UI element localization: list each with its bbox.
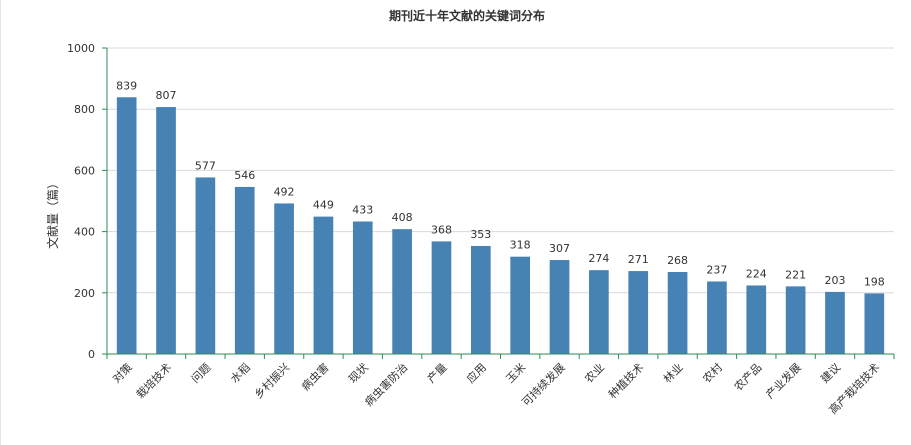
x-category-label: 可持续发展 [519,360,568,409]
y-tick-label: 0 [88,348,95,361]
bar-value-label: 271 [628,253,649,266]
bar-value-label: 318 [510,239,531,252]
x-category-label: 病虫害 [298,360,331,393]
bar[interactable] [864,293,885,354]
y-tick-label: 200 [74,287,95,300]
y-tick-label: 800 [74,103,95,116]
bar[interactable] [234,186,255,354]
bar-value-label: 224 [746,267,767,280]
x-category-label: 病虫害防治 [361,360,410,409]
x-category-label: 玉米 [504,361,529,386]
data-labels: 839 807 577 546 492 449 433 408 368 353 318 307 274 2… [116,79,885,288]
x-category-label: 现状 [345,360,370,385]
x-category-label: 水稻 [228,361,253,386]
bar[interactable] [470,245,491,354]
bar-value-label: 368 [431,223,452,236]
bar[interactable] [549,260,570,354]
bar[interactable] [707,281,727,354]
x-category-label: 产量 [424,360,449,385]
bar-value-label: 268 [667,254,688,267]
x-category-label: 栽培技术 [133,360,174,401]
bar-value-label: 274 [588,252,609,265]
bar-value-label: 307 [549,242,570,255]
bar-value-label: 449 [313,199,334,212]
bar[interactable] [667,271,688,354]
bar-value-label: 408 [392,211,413,224]
bar-value-label: 198 [864,275,885,288]
bar-value-label: 492 [274,185,295,198]
y-axis-label: 文献量（篇） [45,177,60,249]
bar[interactable] [510,256,531,354]
bar[interactable] [589,270,609,354]
bar-value-label: 237 [706,263,727,276]
bar[interactable] [195,177,216,354]
bar-value-label: 353 [470,228,491,241]
bar-value-label: 839 [116,79,137,92]
y-tick-label: 1000 [67,42,95,55]
x-category-label: 乡村振兴 [251,360,292,401]
bar[interactable] [274,203,294,354]
bar[interactable] [116,97,137,355]
bar[interactable] [313,216,334,354]
bar-value-label: 807 [156,89,177,102]
x-category-label: 问题 [189,361,214,386]
bar[interactable] [431,241,452,354]
x-category-label: 农村 [700,360,725,385]
chart-title: 期刊近十年文献的关键词分布 [389,8,545,23]
bar-value-label: 577 [195,159,216,172]
x-category-label: 对策 [109,360,134,385]
bars [116,97,885,355]
bar[interactable] [392,229,412,354]
x-category-label: 建议 [818,360,843,385]
y-tick-label: 600 [74,164,95,177]
x-category-label: 林业 [660,360,685,385]
bar[interactable] [156,107,176,354]
bar[interactable] [825,291,845,354]
bar[interactable] [352,221,373,354]
bar-value-label: 433 [352,204,373,217]
bar-value-label: 221 [785,268,806,281]
x-category-label: 应用 [463,360,488,385]
x-category-label: 农业 [582,360,607,385]
x-category-label: 产业发展 [763,360,804,401]
bar-value-label: 203 [824,274,845,287]
x-category-label: 农产品 [731,360,764,393]
x-category-label: 种植技术 [605,360,646,401]
y-tick-label: 400 [74,226,95,239]
bar-value-label: 546 [234,169,255,182]
bar[interactable] [628,271,649,354]
bar[interactable] [785,286,806,354]
bar[interactable] [746,285,767,354]
grid-lines [107,47,894,294]
